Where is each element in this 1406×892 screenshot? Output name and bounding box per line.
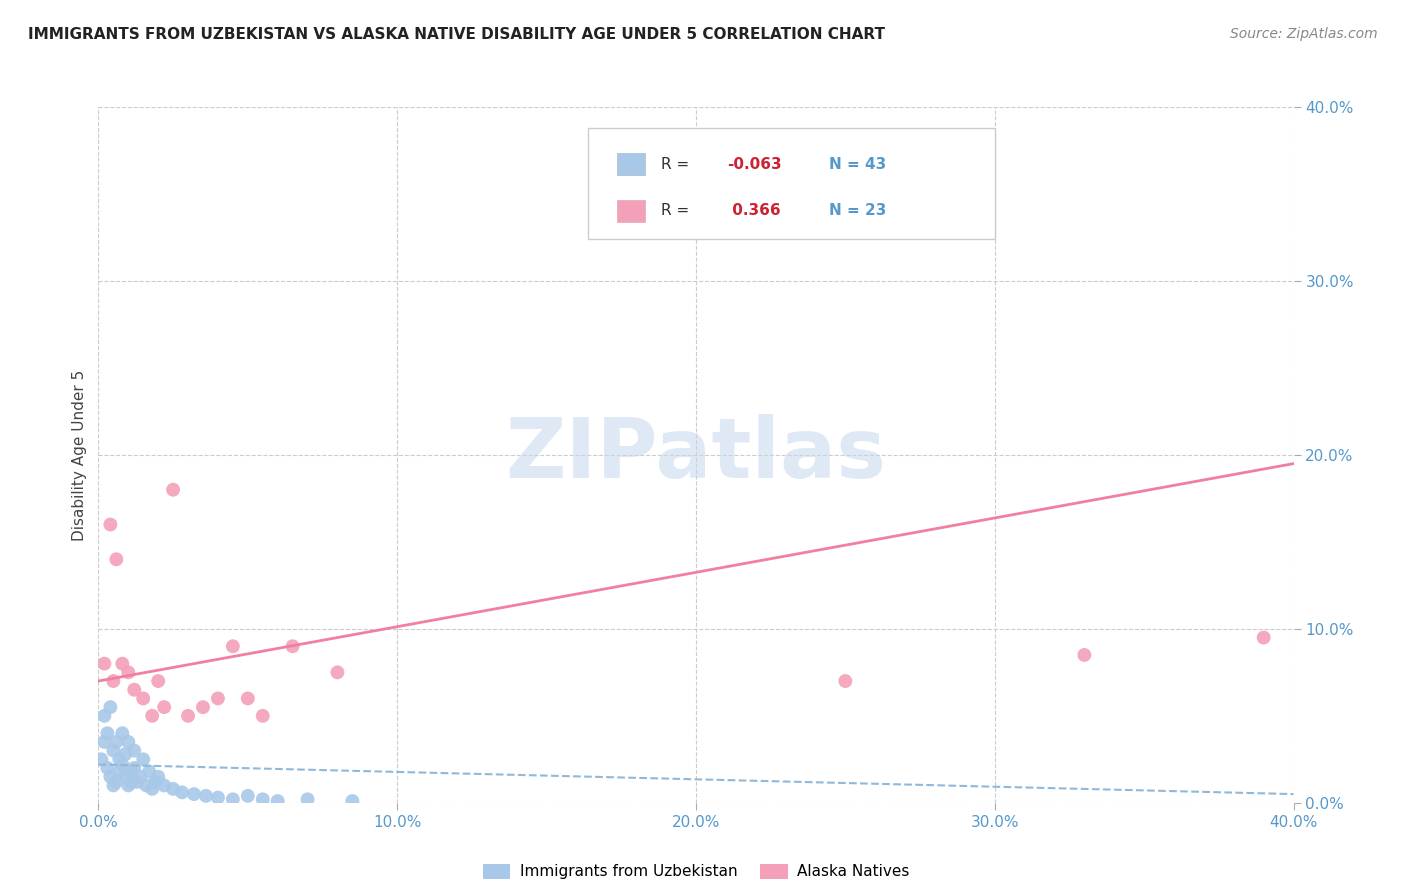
- Point: [236, 691, 259, 706]
- Point: [111, 757, 134, 772]
- Point: [117, 665, 139, 680]
- Point: [141, 781, 163, 796]
- Point: [108, 764, 131, 779]
- Text: R =: R =: [661, 157, 695, 171]
- Point: [222, 792, 245, 806]
- Point: [252, 708, 274, 723]
- Point: [132, 752, 155, 766]
- Point: [120, 764, 142, 779]
- Text: R =: R =: [661, 203, 695, 219]
- Point: [96, 726, 118, 740]
- Point: [93, 657, 115, 671]
- Point: [132, 691, 155, 706]
- FancyBboxPatch shape: [588, 128, 994, 239]
- Point: [93, 735, 115, 749]
- FancyBboxPatch shape: [617, 200, 644, 222]
- Text: ZIPatlas: ZIPatlas: [506, 415, 886, 495]
- Point: [103, 674, 125, 689]
- Point: [267, 794, 290, 808]
- Point: [183, 787, 205, 801]
- Point: [129, 770, 152, 784]
- Point: [326, 665, 349, 680]
- Text: -0.063: -0.063: [727, 157, 782, 171]
- Point: [1253, 631, 1275, 645]
- Point: [124, 682, 146, 697]
- Point: [1073, 648, 1095, 662]
- Point: [105, 775, 128, 789]
- Point: [103, 778, 125, 792]
- Point: [124, 744, 146, 758]
- Point: [236, 789, 259, 803]
- Text: Source: ZipAtlas.com: Source: ZipAtlas.com: [1230, 27, 1378, 41]
- Point: [98, 517, 122, 532]
- Point: [297, 792, 319, 806]
- Point: [135, 778, 157, 792]
- Point: [117, 778, 139, 792]
- Point: [117, 735, 139, 749]
- Point: [172, 785, 194, 799]
- Point: [207, 691, 229, 706]
- Point: [108, 752, 131, 766]
- Legend: Immigrants from Uzbekistan, Alaska Natives: Immigrants from Uzbekistan, Alaska Nativ…: [477, 857, 915, 886]
- Point: [90, 752, 112, 766]
- Point: [103, 744, 125, 758]
- Point: [105, 552, 128, 566]
- Point: [191, 700, 214, 714]
- Point: [105, 735, 128, 749]
- Point: [834, 674, 856, 689]
- Point: [138, 764, 160, 779]
- Point: [96, 761, 118, 775]
- Point: [120, 775, 142, 789]
- Point: [111, 726, 134, 740]
- Point: [141, 708, 163, 723]
- Text: N = 43: N = 43: [828, 157, 886, 171]
- Point: [143, 775, 166, 789]
- Point: [222, 639, 245, 653]
- Point: [148, 674, 170, 689]
- Point: [281, 639, 304, 653]
- Point: [124, 761, 146, 775]
- Text: 0.366: 0.366: [727, 203, 780, 219]
- Point: [114, 747, 136, 761]
- Point: [111, 657, 134, 671]
- FancyBboxPatch shape: [617, 153, 644, 175]
- Point: [342, 794, 364, 808]
- Point: [162, 483, 184, 497]
- Point: [252, 792, 274, 806]
- Point: [153, 700, 176, 714]
- Text: N = 23: N = 23: [828, 203, 886, 219]
- Point: [207, 790, 229, 805]
- Point: [148, 770, 170, 784]
- Point: [93, 708, 115, 723]
- Point: [177, 708, 200, 723]
- Y-axis label: Disability Age Under 5: Disability Age Under 5: [72, 369, 87, 541]
- Text: IMMIGRANTS FROM UZBEKISTAN VS ALASKA NATIVE DISABILITY AGE UNDER 5 CORRELATION C: IMMIGRANTS FROM UZBEKISTAN VS ALASKA NAT…: [28, 27, 886, 42]
- Point: [114, 770, 136, 784]
- Point: [127, 775, 149, 789]
- Point: [162, 781, 184, 796]
- Point: [98, 700, 122, 714]
- Point: [194, 789, 218, 803]
- Point: [153, 778, 176, 792]
- Point: [98, 770, 122, 784]
